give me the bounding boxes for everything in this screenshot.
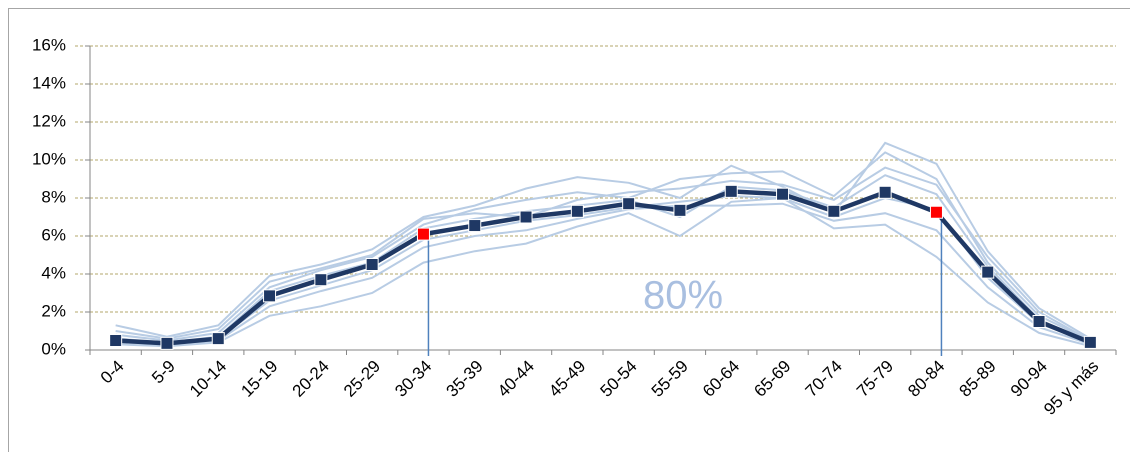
annotation: 80%: [643, 274, 723, 318]
x-tick-label: 70-74: [802, 357, 846, 401]
x-tick-label: 45-49: [545, 357, 589, 401]
y-tick-label: 0%: [41, 339, 66, 358]
x-tick-label: 25-29: [340, 357, 384, 401]
marker: [160, 336, 174, 350]
marker: [365, 258, 379, 271]
x-tick-label: 60-64: [699, 357, 743, 401]
x-tick-label: 90-94: [1007, 357, 1051, 401]
background-line: [115, 196, 1091, 348]
x-tick-label: 5-9: [148, 357, 179, 388]
chart-frame: [8, 8, 1130, 452]
marker: [211, 332, 225, 346]
marker: [314, 273, 328, 287]
background-line: [115, 141, 1091, 340]
marker: [827, 204, 841, 218]
background-lines: [115, 141, 1091, 348]
x-tick-label: 75-79: [853, 357, 897, 401]
x-tick-label: 55-59: [648, 357, 692, 401]
marker: [519, 210, 533, 224]
x-tick-label: 80-84: [904, 357, 948, 401]
marker: [929, 205, 943, 219]
background-line: [115, 202, 1091, 346]
x-tick-label: 0-4: [97, 357, 128, 388]
x-tick-label: 85-89: [956, 357, 1000, 401]
marker: [673, 203, 687, 217]
main-line: [109, 184, 1097, 356]
marker: [416, 227, 430, 241]
background-line: [115, 174, 1091, 344]
marker: [109, 334, 123, 347]
x-tick-label: 95 y más: [1040, 357, 1102, 419]
y-tick-label: 2%: [41, 301, 66, 320]
marker: [1083, 335, 1097, 349]
x-tick-label: 30-34: [391, 357, 435, 401]
marker: [878, 185, 892, 199]
y-tick-label: 16%: [32, 35, 66, 54]
series-line: [115, 189, 1092, 346]
marker: [981, 265, 995, 279]
marker: [622, 197, 636, 211]
x-tick-label: 50-54: [596, 357, 640, 401]
marker: [468, 219, 482, 233]
y-tick-label: 4%: [41, 263, 66, 282]
grid: [75, 45, 1117, 355]
x-tick-label: 20-24: [289, 357, 333, 401]
x-tick-label: 15-19: [237, 357, 281, 401]
x-tick-label: 40-44: [494, 357, 538, 401]
y-tick-label: 6%: [41, 225, 66, 244]
y-tick-label: 8%: [41, 187, 66, 206]
x-tick-label: 35-39: [443, 357, 487, 401]
marker: [776, 187, 790, 201]
marker: [570, 204, 584, 218]
y-tick-label: 10%: [32, 149, 66, 168]
x-tick-label: 65-69: [750, 357, 794, 401]
background-line: [115, 166, 1091, 342]
x-tick-label: 10-14: [186, 357, 230, 401]
y-tick-label: 14%: [32, 73, 66, 92]
marker: [263, 289, 277, 303]
marker: [724, 184, 738, 198]
y-tick-label: 12%: [32, 111, 66, 130]
marker: [1032, 315, 1046, 328]
